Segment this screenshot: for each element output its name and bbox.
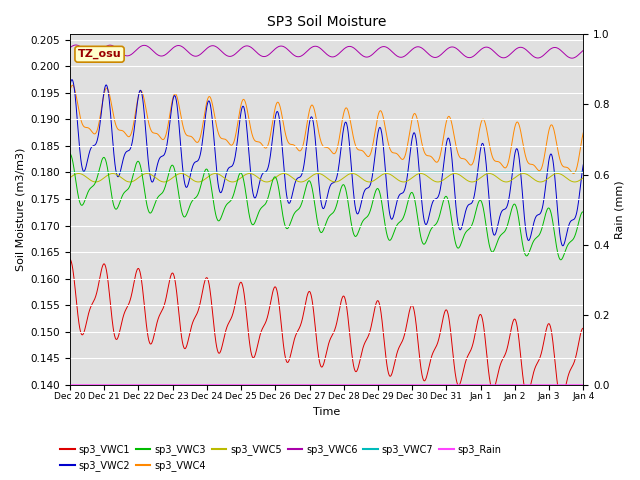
- sp3_VWC7: [180, 169, 188, 175]
- sp3_VWC5: [406, 176, 414, 182]
- Line: sp3_VWC1: sp3_VWC1: [70, 259, 583, 399]
- sp3_VWC1: [180, 345, 188, 351]
- sp3_VWC3: [168, 163, 175, 168]
- sp3_VWC4: [180, 129, 188, 134]
- sp3_VWC3: [518, 240, 526, 245]
- sp3_VWC6: [406, 48, 414, 54]
- sp3_VWC2: [238, 105, 246, 111]
- sp3_Rain: [66, 382, 74, 388]
- sp3_VWC5: [238, 174, 246, 180]
- sp3_VWC2: [519, 193, 527, 199]
- sp3_VWC1: [168, 271, 175, 276]
- X-axis label: Time: Time: [313, 407, 340, 417]
- sp3_VWC2: [66, 83, 74, 88]
- sp3_Rain: [406, 382, 413, 388]
- sp3_VWC1: [518, 368, 526, 374]
- sp3_VWC6: [72, 42, 79, 48]
- sp3_VWC1: [557, 396, 565, 402]
- sp3_VWC6: [238, 45, 246, 51]
- sp3_VWC3: [579, 209, 587, 215]
- sp3_VWC6: [474, 50, 481, 56]
- sp3_VWC7: [518, 169, 526, 175]
- sp3_VWC2: [180, 180, 188, 185]
- sp3_VWC2: [474, 171, 481, 177]
- sp3_Rain: [518, 382, 526, 388]
- sp3_VWC6: [519, 45, 527, 50]
- sp3_VWC7: [579, 169, 587, 175]
- sp3_VWC5: [66, 175, 74, 180]
- sp3_VWC4: [519, 139, 527, 144]
- sp3_VWC5: [519, 170, 527, 176]
- sp3_VWC6: [568, 55, 575, 61]
- sp3_VWC3: [557, 257, 564, 263]
- sp3_VWC1: [237, 280, 245, 286]
- sp3_VWC3: [473, 204, 481, 210]
- sp3_VWC6: [168, 46, 176, 52]
- sp3_VWC4: [474, 140, 481, 145]
- sp3_VWC4: [579, 130, 587, 136]
- sp3_VWC3: [180, 214, 188, 220]
- Text: TZ_osu: TZ_osu: [77, 49, 122, 60]
- sp3_VWC4: [238, 99, 246, 105]
- sp3_VWC5: [579, 175, 587, 180]
- sp3_VWC4: [66, 87, 74, 93]
- sp3_VWC1: [473, 322, 481, 327]
- Line: sp3_VWC3: sp3_VWC3: [70, 154, 583, 260]
- sp3_VWC7: [168, 169, 175, 175]
- sp3_VWC3: [66, 151, 74, 156]
- sp3_VWC6: [579, 48, 587, 53]
- Y-axis label: Rain (mm): Rain (mm): [615, 180, 625, 239]
- sp3_Rain: [168, 382, 175, 388]
- sp3_VWC4: [68, 83, 76, 88]
- sp3_VWC5: [571, 179, 579, 185]
- sp3_VWC1: [579, 325, 587, 331]
- sp3_VWC4: [168, 99, 176, 105]
- sp3_VWC4: [406, 126, 414, 132]
- sp3_VWC2: [559, 243, 567, 249]
- sp3_VWC2: [68, 77, 76, 83]
- Line: sp3_VWC2: sp3_VWC2: [70, 80, 583, 246]
- sp3_VWC2: [406, 149, 414, 155]
- sp3_VWC6: [180, 46, 188, 51]
- sp3_VWC7: [406, 169, 413, 175]
- sp3_VWC5: [180, 171, 188, 177]
- sp3_VWC2: [579, 162, 587, 168]
- sp3_VWC7: [66, 169, 74, 175]
- sp3_Rain: [180, 382, 188, 388]
- sp3_VWC5: [474, 177, 481, 183]
- sp3_VWC7: [237, 169, 245, 175]
- Line: sp3_VWC6: sp3_VWC6: [70, 45, 583, 58]
- Title: SP3 Soil Moisture: SP3 Soil Moisture: [267, 15, 387, 29]
- sp3_VWC7: [473, 169, 481, 175]
- sp3_VWC2: [168, 102, 176, 108]
- sp3_VWC1: [406, 306, 413, 312]
- Line: sp3_VWC5: sp3_VWC5: [70, 173, 583, 182]
- Legend: sp3_VWC1, sp3_VWC2, sp3_VWC3, sp3_VWC4, sp3_VWC5, sp3_VWC6, sp3_VWC7, sp3_Rain: sp3_VWC1, sp3_VWC2, sp3_VWC3, sp3_VWC4, …: [56, 441, 506, 475]
- sp3_VWC4: [570, 171, 577, 177]
- Y-axis label: Soil Moisture (m3/m3): Soil Moisture (m3/m3): [15, 148, 25, 271]
- sp3_Rain: [237, 382, 245, 388]
- sp3_VWC5: [168, 175, 176, 181]
- sp3_VWC3: [406, 192, 413, 198]
- sp3_VWC3: [237, 171, 245, 177]
- sp3_VWC1: [66, 256, 74, 262]
- sp3_Rain: [473, 382, 481, 388]
- sp3_VWC5: [75, 170, 83, 176]
- sp3_Rain: [579, 382, 587, 388]
- sp3_VWC6: [66, 45, 74, 50]
- Line: sp3_VWC4: sp3_VWC4: [70, 85, 583, 174]
